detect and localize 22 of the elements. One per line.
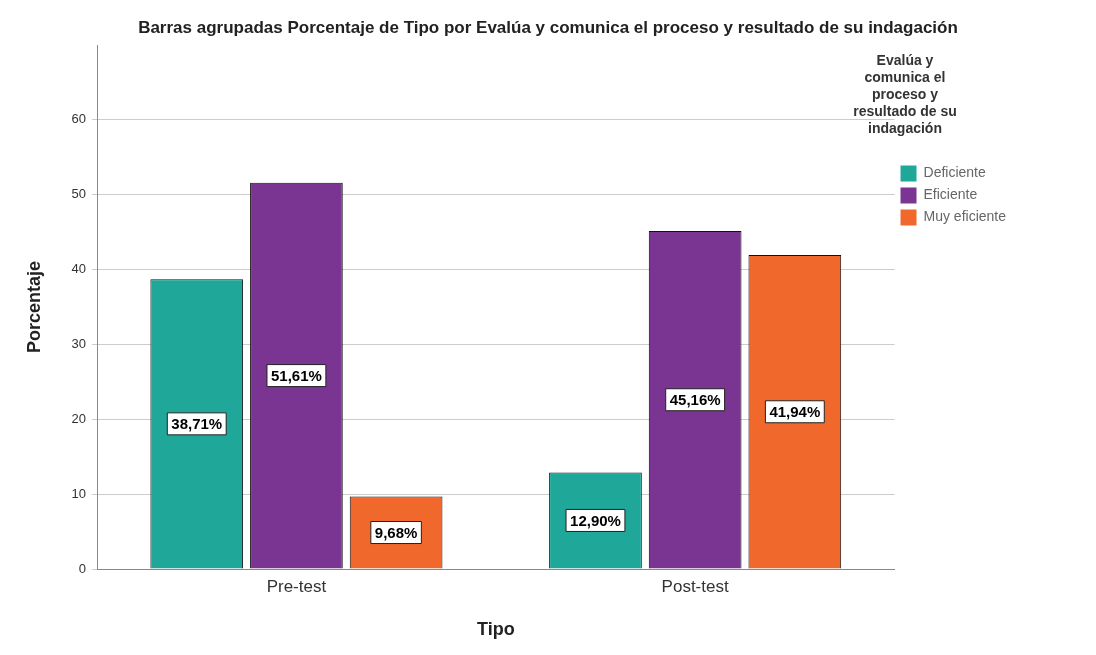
data-label: 51,61%	[270, 366, 322, 384]
chart-title: Barras agrupadas Porcentaje de Tipo por Evalúa y comunica el proceso y resultado de su indagación	[137, 18, 959, 38]
legend-label: Deficiente	[923, 164, 986, 181]
y-tick-label: 10	[71, 485, 87, 501]
y-axis-title: Porcentaje	[23, 260, 44, 354]
x-tick-label: Pre-test	[266, 576, 327, 596]
x-tick-label: Post-test	[661, 576, 729, 596]
y-tick-label: 0	[78, 560, 87, 576]
data-label: 38,71%	[171, 415, 223, 432]
data-label: 45,16%	[669, 390, 721, 408]
x-axis-title: Tipo	[476, 619, 515, 640]
y-tick-label: 20	[71, 410, 87, 426]
legend-title: Evalúa y comunica el proceso y resultado de su indagación	[852, 52, 958, 137]
data-label: 12,90%	[570, 511, 621, 529]
data-label: 9,68%	[374, 523, 418, 541]
y-tick-label: 50	[71, 186, 87, 202]
data-label: 41,94%	[769, 402, 821, 420]
y-tick-label: 30	[71, 336, 87, 352]
legend-label: Muy eficiente	[923, 208, 1007, 225]
legend-label: Eficiente	[923, 186, 978, 203]
y-tick-label: 60	[71, 111, 87, 127]
y-tick-label: 40	[71, 261, 87, 277]
